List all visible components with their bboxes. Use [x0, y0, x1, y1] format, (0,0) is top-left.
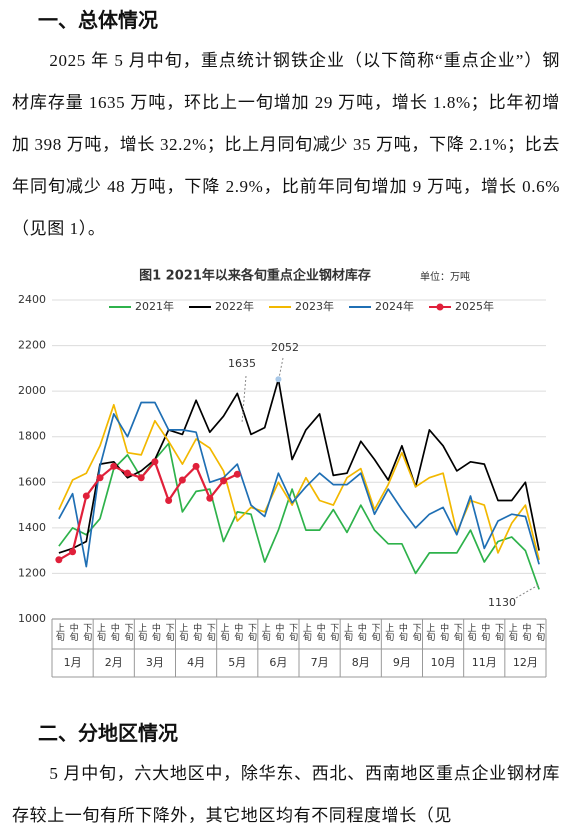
x-tick-label: 中旬: [356, 622, 367, 642]
month-label: 4月: [187, 656, 205, 669]
month-label: 3月: [146, 656, 164, 669]
x-tick-label: 下旬: [205, 623, 216, 642]
y-tick-label: 2400: [18, 293, 46, 306]
y-tick-label: 2000: [18, 384, 46, 397]
highlight: [275, 376, 282, 383]
x-tick-label: 中旬: [479, 622, 490, 642]
chart: 图1 2021年以来各旬重点企业钢材库存 单位：万吨 1000 1200 1400 1…: [18, 268, 547, 678]
paragraph: 2025 年 5 月中旬，重点统计钢铁企业（以下简称“重点企业”）钢材库存量 1…: [12, 51, 560, 238]
x-tick-label: 下旬: [164, 623, 175, 642]
y-tick-label: 1400: [18, 521, 46, 534]
point: [192, 462, 200, 470]
point: [82, 492, 90, 500]
callout-line: [278, 357, 284, 379]
x-tick-label: 下旬: [534, 623, 545, 642]
heading: 二、分地区情况: [38, 721, 178, 745]
point: [151, 458, 159, 466]
x-tick-label: 上旬: [424, 623, 435, 642]
annotation: 1635: [228, 357, 256, 370]
unit: 单位：万吨: [420, 270, 470, 283]
x-tick-label: 中旬: [438, 622, 449, 642]
point: [220, 477, 228, 485]
x-tick-label: 上旬: [507, 623, 518, 642]
x-tick-label: 下旬: [411, 623, 422, 642]
legend-label: 2022年: [215, 299, 254, 313]
x-tick-label: 上旬: [342, 623, 353, 642]
month-label: 2月: [105, 656, 123, 669]
x-tick-label: 中旬: [273, 622, 284, 642]
x-tick-label: 中旬: [109, 622, 120, 642]
heading: 一、总体情况: [38, 8, 158, 32]
x-tick-label: 中旬: [315, 622, 326, 642]
annotation: 2052: [271, 341, 299, 354]
point: [165, 497, 173, 505]
legend-label: 2025年: [455, 299, 494, 313]
point: [206, 494, 214, 502]
month-label: 11月: [472, 656, 497, 669]
month-label: 5月: [228, 656, 246, 669]
x-tick-label: 中旬: [191, 622, 202, 642]
x-tick-label: 下旬: [493, 623, 504, 642]
x-tick-label: 下旬: [246, 623, 257, 642]
x-tick-label: 下旬: [287, 623, 298, 642]
y-tick-label: 1200: [18, 566, 46, 579]
month-label: 7月: [311, 656, 329, 669]
x-tick-label: 上旬: [301, 623, 312, 642]
month-label: 8月: [352, 656, 370, 669]
series-line: [58, 442, 540, 590]
x-tick-label: 上旬: [219, 623, 230, 642]
x-tick-label: 上旬: [466, 623, 477, 642]
legend-label: 2021年: [135, 299, 174, 313]
section: 一、总体情况 2025 年 5 月中旬，重点统计钢铁企业（以下简称“重点企业”）…: [0, 0, 572, 258]
x-tick-label: 下旬: [369, 623, 380, 642]
annotation: 1130: [488, 596, 516, 609]
point: [110, 462, 118, 470]
legend-label: 2024年: [375, 299, 414, 313]
month-label: 10月: [431, 656, 456, 669]
section: 二、分地区情况 5 月中旬，六大地区中，除华东、西北、西南地区重点企业钢材库存较…: [0, 703, 572, 837]
x-tick-label: 中旬: [150, 622, 161, 642]
x-tick-label: 下旬: [328, 623, 339, 642]
month-label: 6月: [269, 656, 287, 669]
x-tick-label: 下旬: [122, 623, 133, 642]
series-line: [58, 460, 238, 561]
paragraph: 5 月中旬，六大地区中，除华东、西北、西南地区重点企业钢材库存较上一旬有所下降外…: [12, 764, 560, 825]
month-label: 9月: [393, 656, 411, 669]
point: [55, 556, 63, 564]
y-tick-label: 1000: [18, 612, 46, 625]
series-line: [58, 401, 540, 568]
legend-label: 2023年: [295, 299, 334, 313]
series-line: [58, 378, 540, 554]
point: [123, 469, 131, 477]
x-tick-label: 中旬: [68, 622, 79, 642]
x-tick-label: 下旬: [81, 623, 92, 642]
y-tick-label: 2200: [18, 339, 46, 352]
x-tick-label: 上旬: [260, 623, 271, 642]
x-tick-label: 中旬: [397, 622, 408, 642]
legend-marker: [436, 303, 444, 311]
point: [233, 470, 241, 478]
x-tick-label: 上旬: [177, 623, 188, 642]
x-tick-label: 上旬: [54, 623, 65, 642]
point: [137, 474, 145, 482]
x-tick-label: 上旬: [136, 623, 147, 642]
point: [69, 548, 77, 556]
x-tick-label: 中旬: [232, 622, 243, 642]
x-tick-label: 下旬: [452, 623, 463, 642]
y-tick-label: 1600: [18, 475, 46, 488]
x-tick-label: 上旬: [95, 623, 106, 642]
x-tick-label: 上旬: [383, 623, 394, 642]
y-tick-label: 1800: [18, 430, 46, 443]
month-label: 1月: [64, 656, 82, 669]
point: [96, 474, 104, 482]
chart-title: 图1 2021年以来各旬重点企业钢材库存: [139, 268, 371, 284]
x-tick-label: 中旬: [520, 622, 531, 642]
point: [178, 476, 186, 484]
callout-line: [515, 583, 541, 599]
month-label: 12月: [513, 656, 538, 669]
